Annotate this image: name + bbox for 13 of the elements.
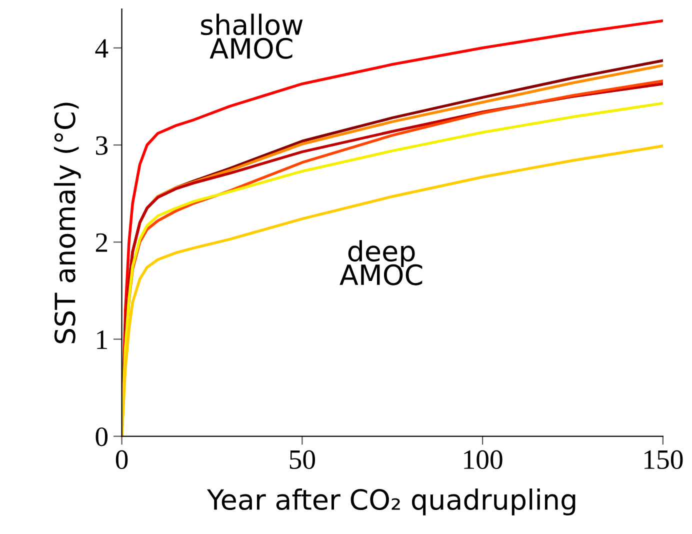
y-tick-label: 0 bbox=[96, 427, 108, 446]
y-tick-label: 2 bbox=[96, 233, 108, 252]
y-tick-label: 4 bbox=[95, 39, 108, 58]
x-tick-label: 0 bbox=[116, 450, 128, 470]
x-axis-title: Year after CO₂ quadrupling bbox=[206, 488, 576, 516]
x-tick-label: 100 bbox=[464, 450, 502, 470]
annotation: shallow AMOC bbox=[201, 14, 303, 59]
y-axis-title: SST anomaly (°C) bbox=[54, 102, 81, 344]
annotation: deep AMOC bbox=[340, 240, 422, 286]
y-tick-label: 3 bbox=[96, 136, 108, 155]
x-tick-label: 50 bbox=[290, 450, 316, 470]
x-tick-label: 150 bbox=[644, 450, 683, 470]
y-tick-label: 1 bbox=[97, 330, 107, 349]
